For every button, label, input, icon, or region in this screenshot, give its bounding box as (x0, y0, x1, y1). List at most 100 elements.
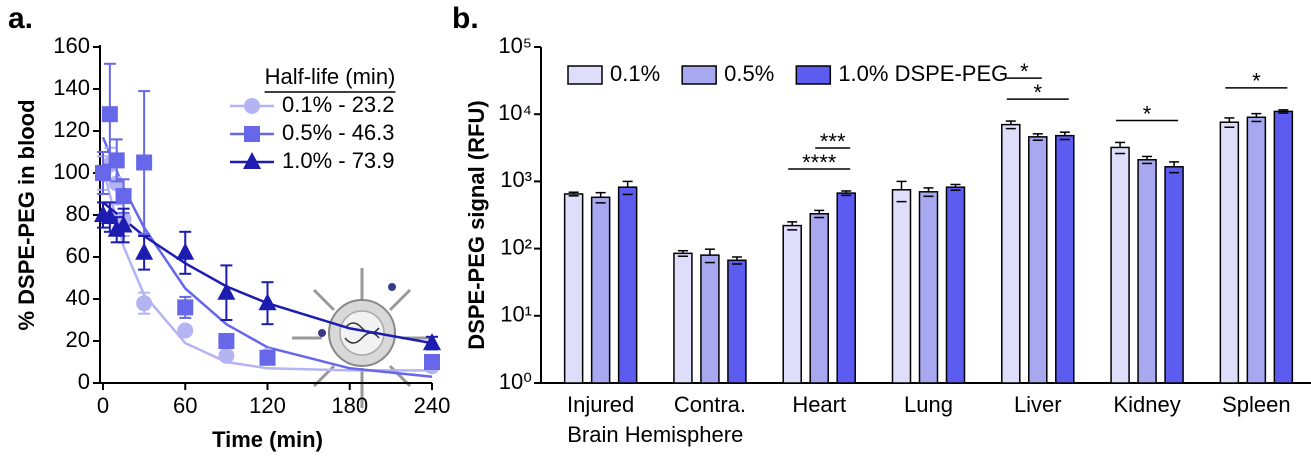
bar (782, 224, 802, 384)
error-bar (1059, 131, 1070, 141)
bar (673, 252, 693, 384)
x-tick-label: 120 (249, 393, 286, 418)
y-tick-label: 160 (53, 33, 90, 58)
bar (809, 213, 829, 384)
significance-label: **** (802, 150, 837, 175)
y-tick-label: 20 (66, 327, 90, 352)
bar (1219, 121, 1240, 384)
bar (1001, 123, 1021, 384)
x-tick-label: Heart (792, 392, 846, 417)
point (115, 188, 132, 205)
x-tick-label: 180 (331, 393, 368, 418)
point (100, 207, 119, 225)
y-tick-label: 40 (66, 285, 90, 310)
point (177, 299, 194, 316)
significance-label: * (1252, 69, 1261, 94)
y-tick-label: 10⁵ (498, 33, 532, 58)
point (136, 295, 153, 312)
error-bar (568, 191, 579, 197)
error-bar (1278, 109, 1289, 114)
point (101, 106, 118, 123)
error-bar (896, 180, 907, 203)
error-bar (595, 191, 606, 204)
point (244, 98, 260, 114)
error-bar (1115, 141, 1126, 155)
error-bar (1169, 161, 1180, 174)
point (177, 322, 194, 339)
point (108, 152, 125, 169)
point (424, 354, 440, 370)
bar (563, 193, 584, 384)
error-bar (622, 180, 633, 196)
legend-label: 0.1% - 23.2 (282, 92, 395, 117)
y-tick-label: 10² (500, 234, 532, 259)
bar (945, 186, 966, 384)
point (176, 242, 195, 260)
x-tick-label: 60 (173, 393, 197, 418)
bar (1273, 110, 1294, 384)
x-tick-label: Injured (567, 392, 634, 417)
fit-curve (101, 168, 432, 372)
significance-label: * (1143, 101, 1152, 126)
y-axis-label: DSPE-PEG signal (RFU) (464, 100, 489, 349)
y-tick-label: 0 (78, 369, 90, 394)
error-bar (1251, 112, 1262, 123)
icon-body (318, 283, 396, 367)
legend-label: 0.1% (610, 61, 660, 86)
error-bar (731, 256, 742, 265)
x-tick-label: Kidney (1113, 392, 1180, 417)
point (258, 293, 277, 311)
legend-title: Half-life (min) (265, 64, 396, 89)
point (244, 126, 260, 142)
error-bar (950, 183, 961, 191)
legend-label: 0.5% (724, 61, 774, 86)
bar (891, 189, 912, 384)
y-tick-label: 10¹ (500, 302, 532, 327)
category-group-label: Brain Hemisphere (567, 422, 743, 447)
error-bar (923, 187, 934, 198)
bar (1137, 158, 1157, 384)
point (259, 349, 276, 366)
y-tick-label: 80 (66, 201, 90, 226)
error-bar (1224, 117, 1235, 128)
x-tick-label: Liver (1014, 392, 1062, 417)
point (135, 242, 154, 260)
x-axis-label: Time (min) (212, 427, 323, 452)
legend-swatch (681, 65, 717, 85)
significance-label: * (1034, 80, 1043, 105)
error-bar (704, 248, 715, 264)
x-tick-label: Contra. (674, 392, 746, 417)
significance-label: *** (820, 129, 846, 154)
bar (836, 192, 856, 384)
point (218, 347, 235, 364)
y-tick-label: 10⁴ (498, 100, 532, 125)
bar (1246, 116, 1267, 384)
error-bar (787, 221, 798, 231)
legend-swatch (795, 65, 832, 85)
error-bar (1142, 155, 1153, 165)
y-tick-label: 100 (53, 159, 90, 184)
y-axis-label: % DSPE-PEG in blood (14, 99, 39, 330)
error-bar (1005, 120, 1016, 130)
y-tick-label: 60 (66, 243, 90, 268)
y-tick-label: 10⁰ (499, 369, 532, 394)
error-bar (677, 249, 688, 257)
panel-label: b. (452, 2, 479, 35)
bar (700, 254, 720, 384)
point (95, 165, 111, 181)
bar (918, 191, 939, 384)
bar (1110, 146, 1130, 384)
error-bar (814, 209, 825, 219)
y-tick-label: 10³ (500, 167, 532, 192)
point (114, 215, 133, 233)
y-tick-label: 140 (53, 75, 90, 100)
bar (1055, 134, 1075, 384)
x-tick-label: Spleen (1222, 392, 1291, 417)
point (423, 333, 441, 351)
bar (1028, 136, 1048, 384)
legend-label: 1.0% DSPE-PEG (838, 61, 1008, 86)
point (218, 333, 235, 349)
x-tick-label: Lung (904, 392, 953, 417)
panel-label: a. (8, 2, 33, 35)
